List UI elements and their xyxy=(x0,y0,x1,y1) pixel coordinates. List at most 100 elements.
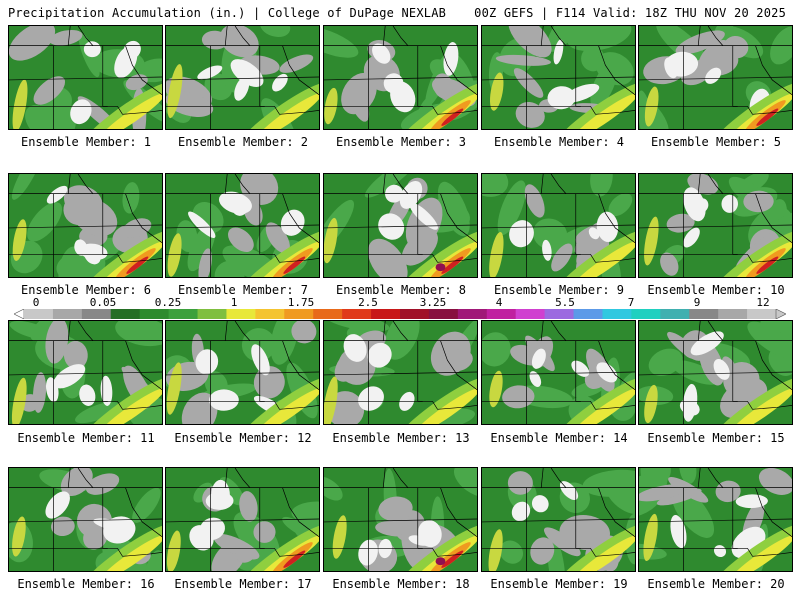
state-boundary-line xyxy=(598,340,635,390)
colorbar-segment xyxy=(255,309,285,319)
state-boundary-line xyxy=(440,340,477,390)
state-boundary-line xyxy=(540,26,544,46)
ensemble-member-caption: Ensemble Member: 13 xyxy=(332,431,470,445)
dry-area-white xyxy=(547,86,576,110)
dry-area-gray xyxy=(9,26,56,61)
dry-area-white xyxy=(93,518,129,531)
dry-area-white xyxy=(195,349,219,375)
colorbar-segment xyxy=(81,309,112,319)
dry-area-white xyxy=(209,389,239,411)
ensemble-member-map xyxy=(481,467,636,572)
colorbar-segment xyxy=(660,309,690,319)
colorbar-segment xyxy=(226,309,256,319)
precip-area-light xyxy=(259,26,291,38)
state-boundary-line xyxy=(224,26,228,46)
state-boundary-line xyxy=(67,26,71,46)
precip-area-light xyxy=(324,476,343,501)
precip-band-west xyxy=(324,217,338,264)
state-boundary-line xyxy=(417,254,477,263)
precip-area-light xyxy=(497,180,526,236)
dry-area-white xyxy=(690,331,724,356)
precip-band-southeast-core xyxy=(99,93,162,129)
precip-map-svg xyxy=(482,26,635,129)
dry-area-gray xyxy=(85,473,120,495)
ensemble-member-caption: Ensemble Member: 7 xyxy=(177,283,309,297)
colorbar-tick-label: 0.05 xyxy=(89,296,117,309)
dry-area-gray xyxy=(551,243,573,272)
dry-area-gray xyxy=(239,491,258,522)
precip-band-southeast-core xyxy=(572,535,635,571)
state-boundary-line xyxy=(9,224,162,229)
ensemble-member-map xyxy=(323,173,478,278)
precip-map-svg xyxy=(324,321,477,424)
precip-band-west xyxy=(11,377,27,424)
dry-area-white xyxy=(596,211,619,243)
dry-area-gray xyxy=(524,184,545,218)
precip-area-light xyxy=(608,193,633,217)
state-boundary-line xyxy=(550,174,567,194)
colorbar-segment xyxy=(457,309,488,319)
dry-area-white xyxy=(417,520,442,548)
precip-area-light xyxy=(145,550,162,571)
state-boundary-line xyxy=(392,468,409,488)
dry-area-gray xyxy=(758,468,792,495)
precip-area-light xyxy=(291,501,319,525)
dry-area-white xyxy=(443,42,459,76)
ensemble-member-caption: Ensemble Member: 2 xyxy=(177,135,309,149)
precip-band-southeast-core xyxy=(729,388,792,424)
precip-band-west xyxy=(489,232,504,277)
dry-area-gray xyxy=(125,74,148,91)
dry-area-white xyxy=(343,334,367,362)
dry-area-gray xyxy=(508,26,552,58)
precip-area-light xyxy=(11,174,42,200)
state-boundary-line xyxy=(67,174,71,194)
state-boundary-line xyxy=(707,174,724,194)
precip-area-light xyxy=(606,482,635,515)
dry-area-gray xyxy=(51,516,75,537)
precip-band-southeast-core xyxy=(256,388,319,424)
state-boundary-line xyxy=(598,45,635,95)
state-boundary-line xyxy=(440,487,477,537)
dry-area-gray xyxy=(666,213,695,233)
precip-band-southeast-core xyxy=(729,535,792,571)
precip-map-svg xyxy=(166,468,319,571)
dry-area-white xyxy=(100,375,113,406)
state-boundary-line xyxy=(259,106,319,115)
ensemble-member-caption: Ensemble Member: 14 xyxy=(490,431,628,445)
precip-band-southeast-core xyxy=(572,241,635,277)
dry-area-white xyxy=(45,491,70,519)
precipitation-colorbar xyxy=(14,309,786,319)
precip-area-light xyxy=(437,181,470,237)
precip-map-svg xyxy=(166,174,319,277)
dry-area-white xyxy=(705,67,722,84)
ensemble-member-map xyxy=(8,467,163,572)
dry-area-gray xyxy=(507,471,533,495)
colorbar-segment xyxy=(197,309,227,319)
state-boundary-line xyxy=(224,321,228,341)
ensemble-member-map xyxy=(638,25,793,130)
dry-area-white xyxy=(230,59,264,87)
dry-area-white xyxy=(713,358,730,380)
precip-max-core xyxy=(435,557,446,566)
dry-area-white xyxy=(367,342,392,368)
colorbar-tick-label: 4 xyxy=(495,296,503,309)
dry-area-gray xyxy=(341,72,377,115)
dry-area-gray xyxy=(513,68,544,98)
state-boundary-line xyxy=(382,468,386,488)
state-boundary-line xyxy=(125,487,162,537)
ensemble-member-map xyxy=(323,25,478,130)
state-boundary-line xyxy=(697,26,701,46)
dry-area-gray xyxy=(265,222,290,254)
precip-band-west xyxy=(489,72,504,111)
precip-map-svg xyxy=(324,26,477,129)
precip-map-svg xyxy=(639,26,792,129)
precip-area-light xyxy=(325,321,390,332)
dry-area-gray xyxy=(515,101,545,128)
dry-area-gray xyxy=(433,73,453,99)
ensemble-member-map xyxy=(165,173,320,278)
precip-band-southeast-core xyxy=(572,388,635,424)
state-boundary-line xyxy=(550,26,567,46)
dry-area-white xyxy=(588,227,600,240)
precip-area-light xyxy=(453,468,477,497)
dry-area-gray xyxy=(543,527,581,557)
